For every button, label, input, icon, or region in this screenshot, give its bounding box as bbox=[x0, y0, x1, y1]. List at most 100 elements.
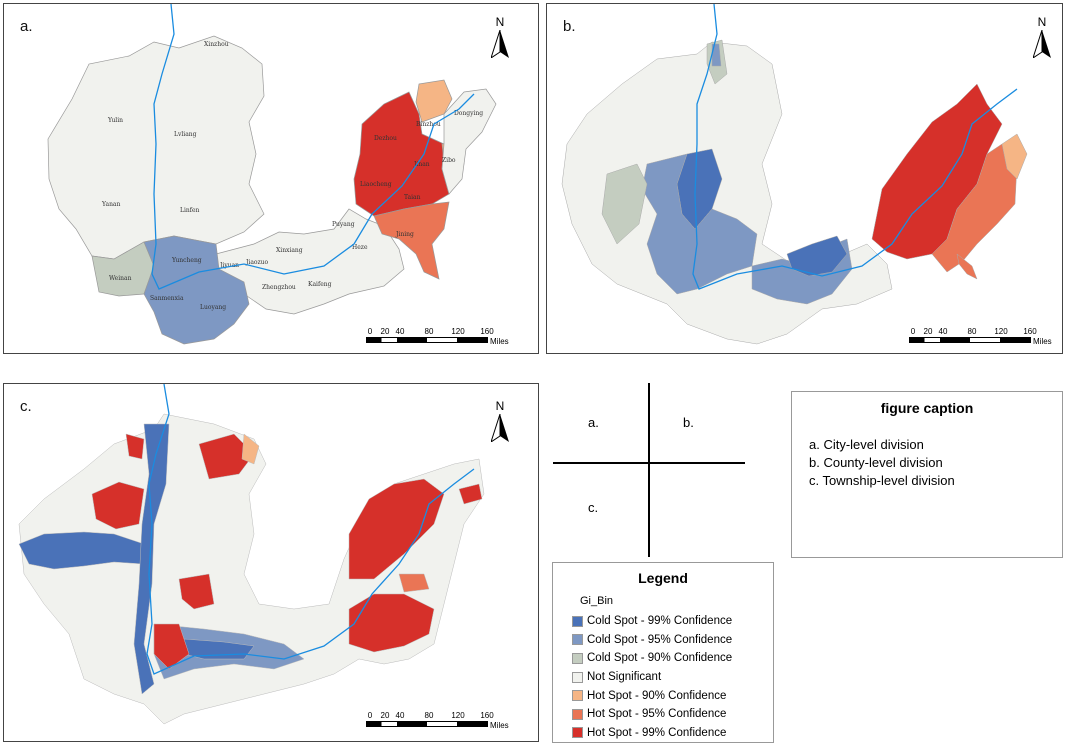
legend-entry-label: Hot Spot - 90% Confidence bbox=[587, 689, 727, 702]
scale-tick: 160 bbox=[480, 327, 494, 336]
city-label-xinzhou: Xinzhou bbox=[204, 41, 229, 48]
caption-item: a. City-level division bbox=[809, 437, 924, 452]
legend-swatch bbox=[572, 615, 583, 627]
city-label-jining: Jining bbox=[395, 231, 414, 238]
legend-swatch bbox=[572, 708, 583, 720]
scale-units: Miles bbox=[490, 337, 509, 346]
legend-swatch bbox=[572, 690, 583, 702]
city-label-jinan: Jinan bbox=[413, 161, 430, 168]
scale-tick: 80 bbox=[424, 711, 434, 720]
legend-entry: Not Significant bbox=[572, 668, 732, 687]
region-hot-99-east-south bbox=[348, 593, 435, 653]
region-not-significant-middle bbox=[215, 208, 405, 315]
scale-tick: 120 bbox=[994, 327, 1008, 336]
legend-swatch bbox=[572, 652, 583, 664]
scale-tick: 40 bbox=[938, 327, 948, 336]
legend-title: Legend bbox=[638, 570, 688, 586]
scale-units: Miles bbox=[490, 721, 509, 730]
north-arrow-a: N bbox=[489, 16, 511, 58]
scale-tick: 80 bbox=[424, 327, 434, 336]
panel-b-label: b. bbox=[563, 18, 576, 35]
map-panel-b: b. N 0 20 40 80 120 160 bbox=[546, 3, 1063, 354]
city-label-kaifeng: Kaifeng bbox=[308, 281, 332, 288]
scale-tick: 40 bbox=[395, 711, 405, 720]
scale-tick: 160 bbox=[480, 711, 494, 720]
yellow-river bbox=[146, 384, 475, 675]
scale-tick: 20 bbox=[380, 327, 390, 336]
city-label-xinxiang: Xinxiang bbox=[276, 247, 303, 254]
guide-label-b: b. bbox=[683, 415, 694, 430]
legend-field-name: Gi_Bin bbox=[580, 595, 614, 607]
legend-entry: Cold Spot - 95% Confidence bbox=[572, 631, 732, 650]
scale-units: Miles bbox=[1033, 337, 1052, 346]
region-hot-99-center bbox=[178, 573, 215, 610]
city-label-zhengzhou: Zhengzhou bbox=[262, 284, 296, 291]
scale-tick: 160 bbox=[1023, 327, 1037, 336]
city-label-weinan: Weinan bbox=[109, 275, 132, 282]
scale-tick: 0 bbox=[910, 327, 916, 336]
region-hot-99-northwest bbox=[91, 481, 145, 530]
legend-entry-label: Cold Spot - 99% Confidence bbox=[587, 615, 733, 628]
caption-item: b. County-level division bbox=[809, 455, 943, 470]
region-hot-95 bbox=[373, 201, 450, 280]
township-level-map bbox=[18, 384, 485, 725]
scale-tick: 120 bbox=[451, 327, 465, 336]
legend-swatch bbox=[572, 671, 583, 683]
yellow-river bbox=[151, 4, 475, 290]
guide-label-a: a. bbox=[588, 415, 599, 430]
caption-title: figure caption bbox=[880, 400, 974, 416]
city-label-liaocheng: Liaocheng bbox=[360, 181, 392, 188]
region-cold-95 bbox=[143, 235, 250, 345]
north-arrow-c: N bbox=[489, 400, 511, 442]
city-label-dezhou: Dezhou bbox=[374, 135, 397, 142]
city-labels: Xinzhou Yulin Lvliang Yanan Linfen Weina… bbox=[101, 41, 483, 311]
scale-tick: 80 bbox=[967, 327, 977, 336]
region-cold-99-river bbox=[133, 423, 170, 695]
city-label-puyang: Puyang bbox=[332, 221, 355, 228]
city-label-luoyang: Luoyang bbox=[200, 304, 226, 311]
city-label-dongying: Dongying bbox=[454, 110, 483, 117]
scalebar-a: 0 20 40 80 120 160 Miles bbox=[366, 327, 516, 349]
city-label-zibo: Zibo bbox=[442, 157, 456, 164]
map-legend: Legend Gi_Bin Cold Spot - 99% Confidence… bbox=[552, 562, 774, 743]
city-label-sanmenxia: Sanmenxia bbox=[150, 295, 184, 302]
legend-swatch bbox=[572, 727, 583, 739]
region-cold-95-north bbox=[711, 43, 722, 67]
city-label-yuncheng: Yuncheng bbox=[171, 257, 202, 264]
map-panel-a: a. Xinzhou Yulin Lvliang Yanan Li bbox=[3, 3, 539, 354]
legend-entry-label: Cold Spot - 95% Confidence bbox=[587, 633, 733, 646]
city-label-jiyuan: Jiyuan bbox=[219, 262, 239, 269]
county-level-map bbox=[561, 4, 1028, 345]
region-cold-99-mid bbox=[786, 235, 848, 277]
legend-entry: Cold Spot - 99% Confidence bbox=[572, 612, 732, 631]
region-hot-99-east-tip bbox=[458, 483, 483, 505]
city-label-yulin: Yulin bbox=[107, 117, 123, 124]
legend-entry: Cold Spot - 90% Confidence bbox=[572, 649, 732, 668]
legend-entry: Hot Spot - 95% Confidence bbox=[572, 705, 732, 724]
scale-tick: 20 bbox=[380, 711, 390, 720]
legend-swatch bbox=[572, 634, 583, 646]
guide-vertical-line bbox=[648, 383, 650, 557]
legend-entry: Hot Spot - 90% Confidence bbox=[572, 686, 732, 705]
map-panel-c: c. N 0 20 40 80 120 bbox=[3, 383, 539, 742]
panel-layout-guide: a. b. c. bbox=[553, 383, 745, 557]
region-hot-90 bbox=[1001, 133, 1028, 180]
legend-entry-label: Cold Spot - 90% Confidence bbox=[587, 652, 733, 665]
legend-entry-label: Not Significant bbox=[587, 671, 662, 684]
north-label-a: N bbox=[495, 15, 505, 29]
yellow-river bbox=[692, 4, 1018, 290]
city-label-heze: Heze bbox=[352, 244, 368, 251]
guide-label-c: c. bbox=[588, 500, 599, 515]
legend-entry: Hot Spot - 99% Confidence bbox=[572, 724, 732, 743]
scalebar-c: 0 20 40 80 120 160 Miles bbox=[366, 711, 516, 733]
region-cold-90-west bbox=[601, 163, 648, 245]
region-hot-99-east-north bbox=[348, 478, 445, 580]
city-label-linfen: Linfen bbox=[180, 207, 200, 214]
legend-entry-label: Hot Spot - 95% Confidence bbox=[587, 708, 727, 721]
caption-item: c. Township-level division bbox=[809, 473, 955, 488]
panel-c-label: c. bbox=[20, 398, 32, 415]
north-label-b: N bbox=[1037, 15, 1047, 29]
scalebar-b: 0 20 40 80 120 160 Miles bbox=[909, 327, 1059, 349]
city-label-taian: Taian bbox=[404, 194, 421, 201]
scale-tick: 20 bbox=[923, 327, 933, 336]
